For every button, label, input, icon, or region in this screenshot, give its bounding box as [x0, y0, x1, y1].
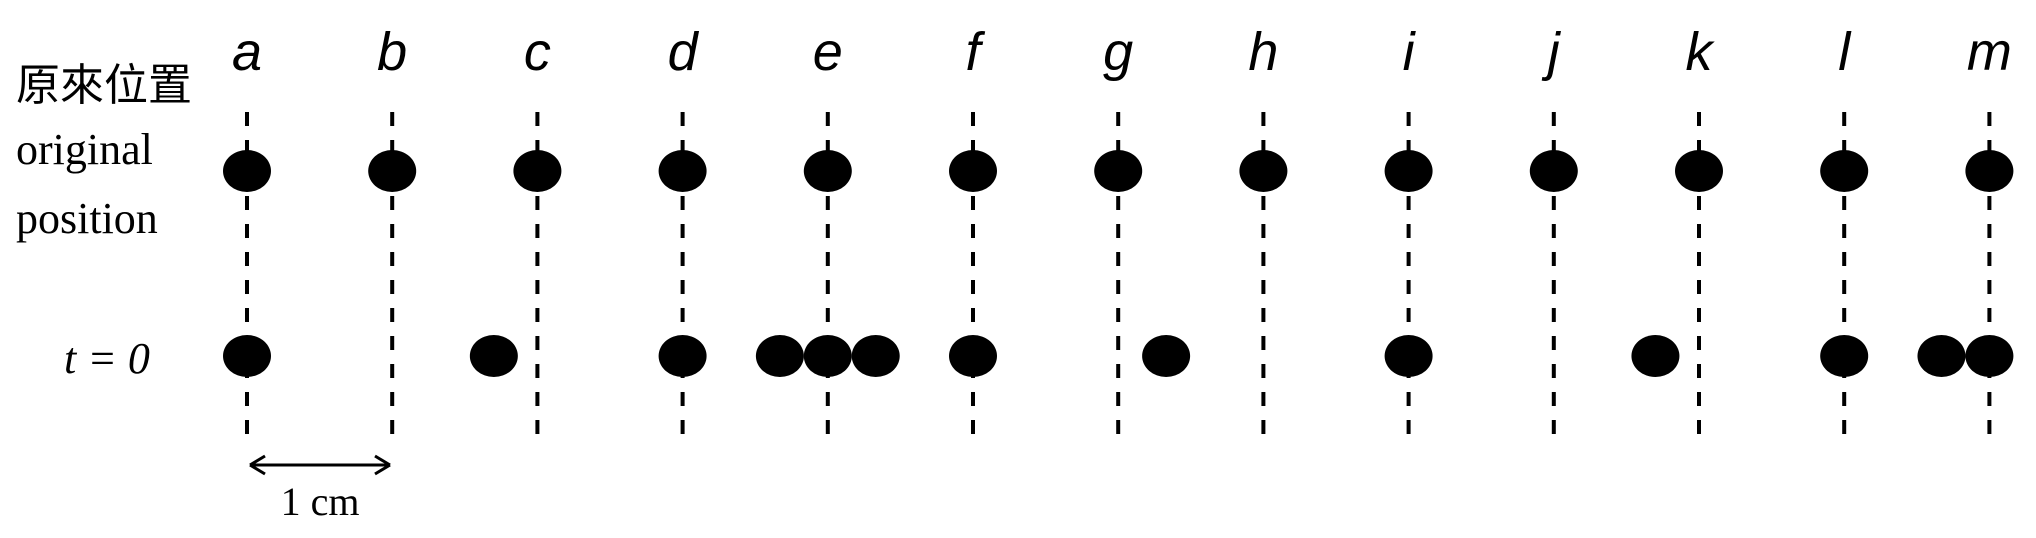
particle-original-m — [1965, 150, 2014, 192]
particle-t0-j-9 — [1631, 335, 1680, 377]
row-label-original-en-1: original — [16, 125, 153, 174]
scale-arrow-left-head — [249, 454, 266, 476]
column-label-a: a — [232, 22, 262, 82]
column-label-b: b — [377, 22, 407, 82]
row-label-original-zh: 原來位置 — [16, 61, 192, 110]
particle-t0-m-12 — [1965, 335, 2014, 377]
particle-t0-b-1 — [469, 335, 518, 377]
scale-label: 1 cm — [281, 479, 360, 524]
particle-t0-a-0 — [223, 335, 271, 377]
column-label-d: d — [668, 22, 700, 82]
particle-t0-g-7 — [1142, 335, 1191, 377]
particle-t0-i-8 — [1384, 335, 1433, 377]
column-label-f: f — [965, 22, 985, 82]
particle-original-f — [949, 150, 997, 192]
particle-t0-e-4 — [803, 335, 852, 377]
particle-original-l — [1820, 150, 1869, 192]
particle-original-b — [368, 150, 417, 192]
particle-original-c — [513, 150, 562, 192]
column-label-k: k — [1686, 22, 1716, 82]
row-label-original-en-2: position — [16, 194, 158, 243]
column-label-c: c — [524, 22, 551, 82]
column-label-j: j — [1541, 22, 1562, 82]
particle-original-e — [803, 150, 852, 192]
particle-original-k — [1675, 150, 1723, 192]
particle-t0-l-10 — [1820, 335, 1869, 377]
particle-t0-e-3 — [755, 335, 804, 377]
row-label-t0: t = 0 — [64, 334, 150, 383]
particle-original-g — [1094, 150, 1143, 192]
particle-t0-e-5 — [851, 335, 900, 377]
column-label-e: e — [813, 22, 843, 82]
particle-t0-f-6 — [949, 335, 997, 377]
column-label-i: i — [1403, 22, 1417, 82]
column-label-m: m — [1967, 22, 2012, 82]
scale-arrow-right-head — [374, 454, 391, 476]
particle-original-d — [658, 150, 707, 192]
particle-original-h — [1239, 150, 1288, 192]
column-label-g: g — [1103, 22, 1133, 82]
particle-original-i — [1384, 150, 1433, 192]
particle-original-j — [1529, 150, 1578, 192]
particle-t0-m-11 — [1917, 335, 1966, 377]
particle-original-a — [223, 150, 271, 192]
column-label-l: l — [1838, 22, 1852, 82]
column-label-h: h — [1248, 22, 1278, 82]
particle-t0-d-2 — [658, 335, 707, 377]
scale-bar: 1 cm — [249, 454, 391, 524]
